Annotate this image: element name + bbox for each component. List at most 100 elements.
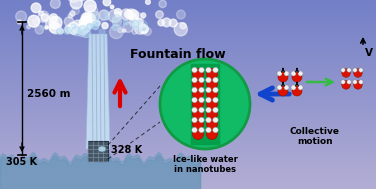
Circle shape — [206, 127, 211, 133]
Circle shape — [130, 12, 144, 26]
Bar — [0, 5, 376, 6]
Bar — [0, 151, 376, 152]
Circle shape — [68, 14, 73, 18]
Bar — [0, 3, 376, 4]
Bar — [0, 86, 376, 87]
Circle shape — [159, 0, 167, 8]
Bar — [0, 83, 376, 84]
Circle shape — [69, 26, 78, 34]
Bar — [0, 110, 376, 111]
Circle shape — [135, 22, 146, 34]
Circle shape — [87, 24, 92, 29]
Circle shape — [292, 86, 302, 96]
Bar — [0, 94, 376, 95]
Bar — [0, 73, 376, 74]
Circle shape — [72, 31, 76, 34]
Circle shape — [180, 23, 186, 29]
Circle shape — [176, 10, 185, 19]
Circle shape — [277, 85, 282, 90]
Bar — [0, 186, 376, 187]
Circle shape — [45, 26, 48, 29]
Bar — [0, 21, 376, 22]
Bar — [0, 9, 376, 10]
Bar — [0, 188, 376, 189]
Bar — [0, 135, 376, 136]
Circle shape — [353, 80, 357, 84]
Circle shape — [193, 78, 203, 90]
Bar — [0, 176, 376, 177]
Circle shape — [213, 87, 218, 93]
Bar — [0, 26, 376, 27]
Bar — [0, 36, 376, 37]
Bar — [0, 77, 376, 78]
Circle shape — [49, 22, 59, 33]
Circle shape — [50, 14, 58, 22]
Circle shape — [92, 12, 100, 20]
Circle shape — [120, 25, 123, 28]
Bar — [0, 54, 376, 55]
Circle shape — [169, 19, 177, 27]
Circle shape — [284, 71, 289, 76]
Bar — [0, 56, 376, 57]
Circle shape — [206, 68, 217, 80]
Circle shape — [199, 107, 204, 113]
Text: Collective
motion: Collective motion — [290, 127, 340, 146]
Circle shape — [213, 107, 218, 113]
Bar — [0, 150, 376, 151]
Bar — [0, 23, 376, 24]
Circle shape — [72, 26, 81, 36]
Bar — [0, 175, 376, 176]
Bar — [0, 105, 376, 106]
Circle shape — [46, 16, 58, 28]
Text: 305 K: 305 K — [6, 157, 37, 167]
Circle shape — [77, 0, 87, 1]
Circle shape — [192, 107, 197, 113]
Bar — [0, 16, 376, 17]
Bar — [0, 12, 376, 13]
Bar — [0, 181, 376, 182]
Bar — [0, 32, 376, 33]
Circle shape — [40, 26, 44, 30]
Bar — [0, 116, 376, 117]
Circle shape — [213, 77, 218, 83]
Circle shape — [206, 129, 217, 139]
Circle shape — [81, 13, 92, 23]
Circle shape — [359, 68, 363, 72]
Circle shape — [65, 25, 73, 33]
Circle shape — [68, 22, 79, 33]
Bar — [0, 185, 376, 186]
Bar — [0, 122, 376, 123]
Bar — [0, 90, 376, 91]
Circle shape — [138, 21, 147, 30]
Circle shape — [64, 17, 74, 26]
Circle shape — [95, 21, 100, 26]
Circle shape — [199, 117, 204, 123]
Bar — [0, 13, 376, 14]
Circle shape — [193, 98, 203, 109]
Bar — [0, 147, 376, 148]
Bar — [0, 63, 376, 64]
Bar — [0, 103, 376, 104]
Circle shape — [70, 11, 75, 16]
Bar — [0, 4, 376, 5]
Circle shape — [359, 80, 363, 84]
Bar — [0, 136, 376, 137]
Circle shape — [123, 20, 128, 25]
Circle shape — [88, 11, 99, 22]
Bar — [0, 161, 376, 162]
Bar — [0, 70, 376, 71]
Circle shape — [27, 25, 30, 29]
Bar — [0, 173, 376, 174]
Bar — [0, 25, 376, 26]
Bar — [0, 157, 376, 158]
Circle shape — [206, 119, 217, 129]
Circle shape — [108, 10, 121, 22]
Bar — [0, 123, 376, 124]
Circle shape — [114, 9, 121, 15]
Bar — [0, 82, 376, 83]
Circle shape — [72, 7, 79, 15]
Ellipse shape — [98, 146, 106, 152]
Bar — [0, 34, 376, 35]
Circle shape — [192, 77, 197, 83]
Circle shape — [206, 78, 217, 90]
